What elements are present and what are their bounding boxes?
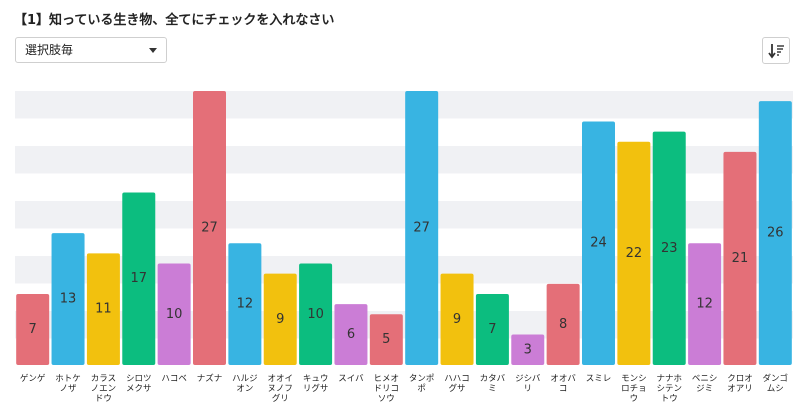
sort-descending-icon [768,44,784,59]
category-label: タンポポ [409,374,435,394]
category-label: オオバコ [550,374,576,394]
bar-7[interactable] [228,243,262,365]
bar-2[interactable] [51,233,85,365]
category-label: ナズナ [197,373,223,384]
bar-11[interactable] [369,314,403,365]
category-label: クロオオアリ [727,374,753,394]
category-label: ベニシジミ [692,374,718,394]
category-label: カラスノエンドウ [91,374,117,404]
bar-9[interactable] [299,263,333,365]
bar-21[interactable] [723,151,757,365]
bar-13[interactable] [440,273,474,365]
category-label: キュウリグサ [303,374,329,394]
category-label: ヒメオドリコソウ [374,374,400,404]
category-label: ゲンゲ [20,373,46,384]
bar-value-label: 21 [732,251,749,266]
category-label: ホトケノザ [55,374,81,394]
bar-value-label: 10 [166,307,183,322]
category-label: シロツメクサ [126,374,152,394]
select-value: 選択肢毎 [25,43,74,57]
category-label: オオイヌノフグリ [267,374,293,404]
bar-6[interactable] [193,91,226,365]
bar-17[interactable] [582,121,615,365]
bar-value-label: 7 [488,322,496,337]
bar-value-label: 24 [590,236,607,251]
bar-1[interactable] [16,293,50,365]
bar-value-label: 23 [661,241,678,256]
bar-value-label: 12 [696,297,713,312]
bar-22[interactable] [758,101,792,366]
sort-button[interactable] [762,37,790,64]
bar-value-label: 8 [559,317,567,332]
grid-band [15,91,793,119]
category-label: カタバミ [480,374,506,394]
bar-8[interactable] [263,273,297,365]
bar-value-label: 6 [347,327,355,342]
bar-value-label: 11 [95,302,112,317]
category-label: ハコベ [161,374,187,384]
bar-5[interactable] [157,263,191,365]
category-label: ダンゴムシ [763,373,789,394]
category-label: ナナホシテントウ [656,374,682,404]
bar-value-label: 27 [413,221,430,236]
bar-value-label: 9 [453,312,461,327]
bar-value-label: 5 [382,332,390,347]
bar-value-label: 9 [276,312,284,327]
bar-10[interactable] [334,304,368,365]
category-label: ハルジオン [232,374,258,394]
bar-18[interactable] [617,141,651,365]
bar-value-label: 3 [524,342,532,357]
page-title: 【1】知っている生き物、全てにチェックを入れなさい [14,13,335,28]
bar-value-label: 10 [307,307,324,322]
bar-12[interactable] [405,91,439,365]
bar-value-label: 13 [60,292,77,307]
category-label: ジシバリ [515,374,541,394]
chevron-down-icon [149,48,157,53]
category-label: モンシロチョウ [621,374,647,404]
bar-value-label: 22 [626,246,643,261]
bar-14[interactable] [475,293,509,365]
bar-20[interactable] [688,243,722,365]
bar-value-label: 12 [237,297,254,312]
bar-4[interactable] [122,192,156,365]
category-label: スミレ [586,374,612,384]
category-label: ハハコグサ [444,374,470,394]
bar-15[interactable] [511,334,545,365]
bar-value-label: 27 [201,221,218,236]
bar-3[interactable] [86,253,120,365]
bar-value-label: 7 [29,322,37,337]
group-by-select[interactable]: 選択肢毎 [15,37,167,63]
bar-19[interactable] [652,131,686,365]
bar-16[interactable] [546,283,580,365]
bar-value-label: 26 [767,226,784,241]
category-label: スイバ [338,374,364,384]
bar-value-label: 17 [130,271,147,286]
